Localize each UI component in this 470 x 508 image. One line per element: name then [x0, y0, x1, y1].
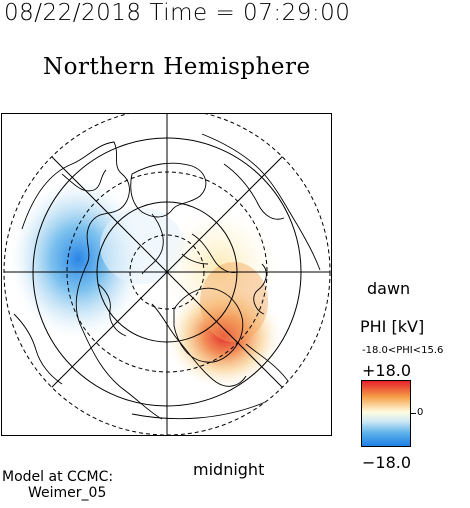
polar-map-svg	[3, 108, 331, 436]
colorbar-title: PHI [kV]	[360, 317, 425, 336]
coastlines	[13, 133, 321, 420]
polar-map-panel	[1, 108, 332, 436]
colorbar-max-label: +18.0	[362, 361, 412, 380]
hemisphere-title: Northern Hemisphere	[43, 54, 311, 80]
model-source-label: Model at CCMC:	[2, 469, 114, 485]
meridian-lines	[4, 114, 330, 435]
colorbar-min-label: −18.0	[362, 453, 412, 472]
potential-field	[10, 179, 282, 388]
colorbar-zero-label: 0	[417, 407, 424, 418]
date-time-header: 08/22/2018 Time = 07:29:00	[4, 0, 351, 26]
colorbar	[361, 380, 411, 447]
model-name-label: Weimer_05	[28, 485, 107, 501]
dawn-label: dawn	[367, 279, 411, 298]
midnight-label: midnight	[193, 460, 265, 479]
colorbar-zero-tick	[411, 413, 416, 414]
colorbar-range-text: -18.0<PHI<15.6	[362, 345, 444, 356]
